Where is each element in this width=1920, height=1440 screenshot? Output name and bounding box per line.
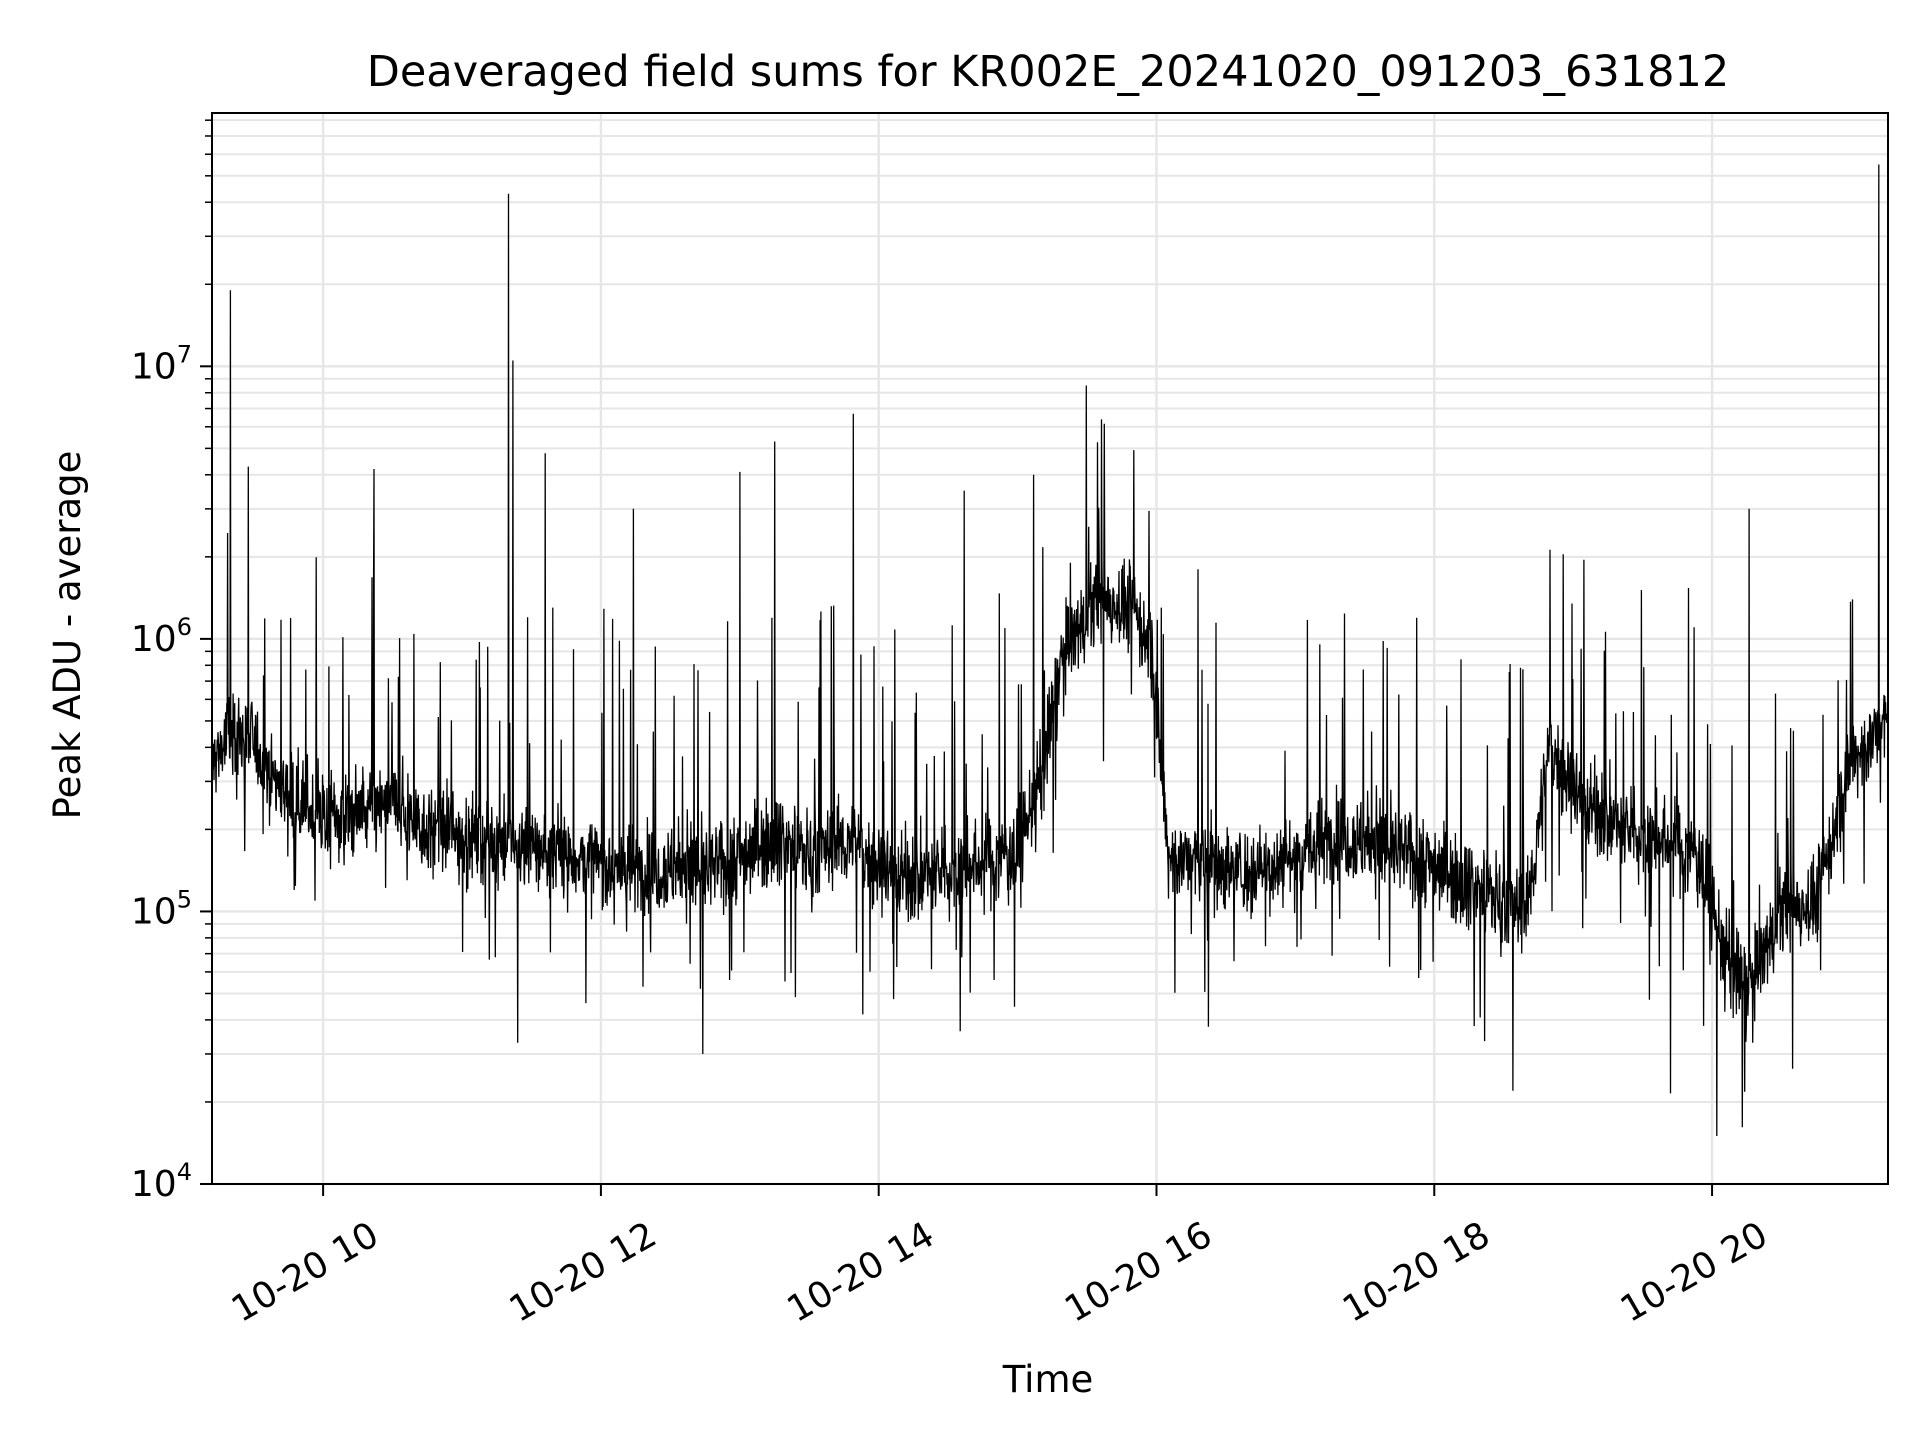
y-axis-label: Peak ADU - average — [46, 451, 89, 820]
y-tick-label: 105 — [131, 885, 192, 932]
series-line — [211, 164, 1889, 1137]
plot-frame — [211, 112, 1889, 1185]
x-axis-label: Time — [1002, 1358, 1094, 1401]
y-tick-label: 106 — [131, 613, 192, 660]
series-layer — [211, 164, 1889, 1137]
y-tick-label: 104 — [131, 1158, 192, 1205]
y-tick-label: 107 — [131, 340, 192, 387]
chart-title: Deaveraged field sums for KR002E_2024102… — [367, 47, 1729, 97]
